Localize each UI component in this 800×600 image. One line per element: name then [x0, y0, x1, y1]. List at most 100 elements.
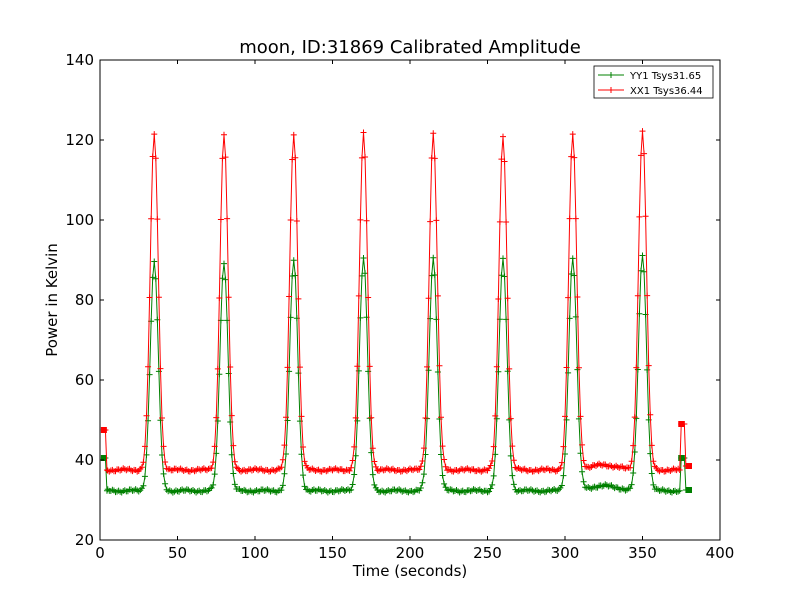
data-point: [565, 294, 572, 301]
data-point: [637, 267, 644, 274]
data-point: [162, 458, 169, 465]
data-point: [501, 273, 508, 280]
data-point: [287, 216, 294, 223]
data-point: [634, 292, 641, 299]
data-point: [503, 219, 510, 226]
data-point: [498, 156, 505, 163]
axis-ticks: 0 50 100 150 200 250 300 350 400 20 40 60 80 100 120 14…: [65, 51, 734, 562]
data-point: [571, 272, 578, 279]
data-point: [301, 458, 308, 465]
data-point: [442, 463, 449, 470]
data-point: [419, 457, 426, 464]
data-point: [365, 294, 372, 301]
data-point: [151, 131, 158, 138]
data-point: [642, 213, 649, 220]
data-point: [500, 255, 506, 262]
data-point: [648, 442, 655, 449]
data-point: [292, 154, 299, 161]
data-point: [580, 457, 587, 464]
data-point: [145, 363, 152, 370]
data-point: [358, 154, 365, 161]
data-point: [558, 482, 565, 489]
data-point: [148, 215, 155, 222]
data-point: [563, 364, 570, 371]
data-point: [424, 363, 431, 370]
y-tick-label: 60: [75, 371, 94, 389]
data-point: [160, 470, 167, 477]
data-point: [495, 296, 502, 303]
data-point: [224, 215, 231, 222]
data-point: [369, 445, 376, 452]
data-point: [360, 129, 367, 136]
data-point: [650, 458, 657, 465]
data-point: [160, 443, 167, 450]
data-point: [362, 153, 369, 160]
data-point: [279, 456, 286, 463]
chart-title: moon, ID:31869 Calibrated Amplitude: [239, 37, 581, 58]
data-point: [278, 487, 285, 494]
data-point: [293, 217, 300, 224]
data-point: [283, 414, 289, 421]
x-tick-label: 150: [318, 544, 347, 562]
data-point: [569, 255, 576, 262]
endpoint-marker: [100, 455, 107, 461]
data-point: [490, 472, 497, 479]
y-tick-label: 140: [65, 51, 94, 69]
y-tick-label: 100: [65, 211, 94, 229]
data-point: [417, 484, 424, 491]
data-point: [431, 272, 438, 279]
data-point: [152, 155, 159, 162]
data-point: [349, 457, 356, 464]
x-tick-label: 250: [473, 544, 502, 562]
data-point: [416, 466, 423, 473]
data-point: [648, 470, 655, 477]
data-point: [159, 414, 165, 421]
data-point: [575, 364, 582, 371]
data-point: [438, 451, 444, 458]
data-point: [647, 411, 654, 418]
data-point: [284, 364, 291, 371]
data-point: [221, 131, 227, 138]
data-point: [489, 457, 496, 464]
data-point: [357, 216, 364, 223]
x-tick-label: 350: [628, 544, 657, 562]
data-point: [637, 152, 644, 159]
data-point: [371, 458, 378, 465]
data-point: [143, 412, 150, 419]
data-point: [562, 413, 568, 420]
endpoint-marker: [100, 427, 107, 433]
series-yy1: [100, 252, 692, 496]
data-point: [420, 445, 427, 452]
data-point: [496, 218, 503, 225]
data-point: [439, 443, 446, 450]
x-tick-label: 0: [95, 544, 105, 562]
data-point: [372, 463, 379, 470]
data-point: [498, 272, 505, 279]
data-point: [368, 414, 375, 421]
data-point: [157, 365, 164, 372]
data-point: [438, 414, 444, 421]
data-point: [351, 443, 358, 450]
data-point: [439, 472, 446, 479]
data-point: [346, 467, 353, 474]
data-point: [417, 463, 424, 470]
data-point: [211, 443, 218, 450]
data-point: [636, 213, 643, 220]
data-point: [441, 456, 448, 463]
data-point: [362, 270, 369, 277]
data-point: [219, 155, 226, 162]
data-point: [633, 364, 640, 371]
data-point: [630, 442, 637, 449]
data-point: [507, 452, 514, 459]
data-point: [579, 468, 586, 475]
data-point: [571, 154, 578, 161]
data-point: [501, 158, 508, 165]
data-point: [574, 294, 581, 301]
data-point: [489, 481, 496, 488]
endpoint-marker: [678, 421, 685, 427]
data-point: [281, 442, 288, 449]
data-point: [509, 472, 516, 479]
series-group: [100, 128, 692, 496]
data-point: [352, 452, 359, 459]
